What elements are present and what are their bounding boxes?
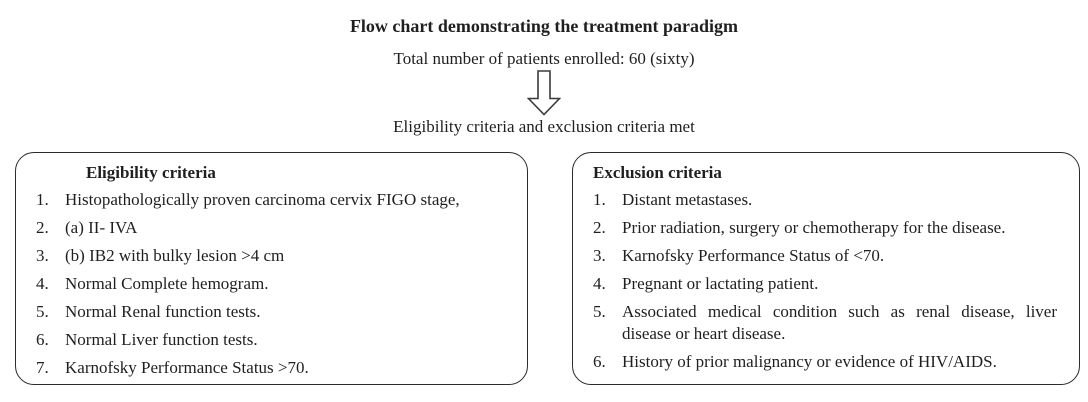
list-item: 3. Karnofsky Performance Status of <70. <box>593 245 1067 267</box>
list-item-number: 6. <box>593 352 606 371</box>
list-item-text: Karnofsky Performance Status of <70. <box>622 246 885 265</box>
list-item-text: (b) IB2 with bulky lesion >4 cm <box>65 246 285 265</box>
list-item-number: 2. <box>593 218 606 237</box>
list-item-text: Prior radiation, surgery or chemotherapy… <box>622 218 1006 237</box>
list-item-number: 1. <box>36 190 49 209</box>
figure-title: Flow chart demonstrating the treatment p… <box>349 16 739 36</box>
list-item-text: Pregnant or lactating patient. <box>622 274 819 293</box>
list-item: 2. (a) II- IVA <box>36 217 515 239</box>
list-item-number: 4. <box>36 274 49 293</box>
list-item: 7. Karnofsky Performance Status >70. <box>36 357 515 379</box>
arrow-container <box>0 70 1088 116</box>
list-item-number: 5. <box>36 302 49 321</box>
list-item: 3. (b) IB2 with bulky lesion >4 cm <box>36 245 515 267</box>
list-item: 1. Distant metastases. <box>593 189 1067 211</box>
exclusion-criteria-list: 1. Distant metastases. 2. Prior radiatio… <box>593 189 1067 373</box>
list-item-text: Normal Renal function tests. <box>65 302 261 321</box>
list-item-number: 2. <box>36 218 49 237</box>
enrollment-text: Total number of patients enrolled: 60 (s… <box>393 49 695 68</box>
list-item: 5. Associated medical condition such as … <box>593 301 1067 345</box>
list-item-number: 7. <box>36 358 49 377</box>
list-item-text: Karnofsky Performance Status >70. <box>65 358 309 377</box>
list-item-text: Normal Complete hemogram. <box>65 274 269 293</box>
list-item: 4. Normal Complete hemogram. <box>36 273 515 295</box>
list-item-number: 1. <box>593 190 606 209</box>
down-arrow-icon <box>526 70 562 116</box>
eligibility-criteria-list: 1. Histopathologically proven carcinoma … <box>36 189 515 379</box>
list-item-text: History of prior malignancy or evidence … <box>622 352 997 371</box>
list-item-number: 4. <box>593 274 606 293</box>
list-item-text: Distant metastases. <box>622 190 753 209</box>
criteria-met-text: Eligibility criteria and exclusion crite… <box>393 117 695 136</box>
eligibility-criteria-header: Eligibility criteria <box>86 163 216 182</box>
list-item-number: 3. <box>36 246 49 265</box>
list-item-number: 6. <box>36 330 49 349</box>
list-item-text: Normal Liver function tests. <box>65 330 258 349</box>
list-item: 1. Histopathologically proven carcinoma … <box>36 189 515 211</box>
exclusion-criteria-box: Exclusion criteria 1. Distant metastases… <box>572 152 1080 385</box>
list-item: 6. History of prior malignancy or eviden… <box>593 351 1067 373</box>
list-item: 4. Pregnant or lactating patient. <box>593 273 1067 295</box>
exclusion-criteria-header: Exclusion criteria <box>593 163 722 182</box>
list-item-number: 3. <box>593 246 606 265</box>
list-item-text: Associated medical condition such as ren… <box>622 302 1057 343</box>
criteria-boxes-row: Eligibility criteria 1. Histopathologica… <box>0 152 1088 385</box>
list-item-text: Histopathologically proven carcinoma cer… <box>65 190 460 209</box>
list-item: 6. Normal Liver function tests. <box>36 329 515 351</box>
list-item: 5. Normal Renal function tests. <box>36 301 515 323</box>
list-item-text: (a) II- IVA <box>65 218 138 237</box>
list-item-number: 5. <box>593 302 606 321</box>
eligibility-criteria-box: Eligibility criteria 1. Histopathologica… <box>15 152 528 385</box>
list-item: 2. Prior radiation, surgery or chemother… <box>593 217 1067 239</box>
